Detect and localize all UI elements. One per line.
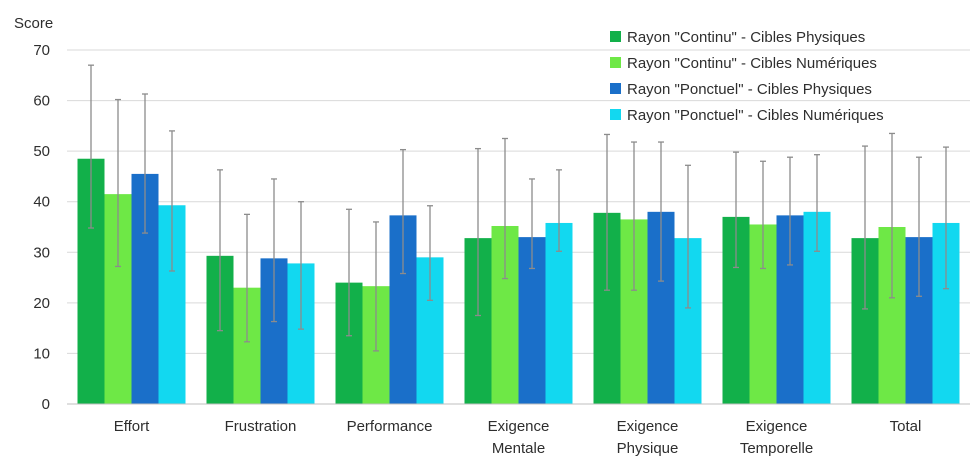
x-tick-label: Frustration (225, 418, 297, 435)
y-tick-label: 20 (33, 295, 50, 312)
x-tick-label: Exigence Mentale (488, 418, 550, 457)
legend: Rayon "Continu" - Cibles Physiques Rayon … (610, 29, 884, 124)
bars (77, 158, 960, 404)
legend-swatch (610, 57, 621, 68)
legend-label: Rayon "Ponctuel" - Cibles Physiques (627, 81, 872, 98)
x-tick-label: Exigence Physique (617, 418, 679, 457)
legend-swatch (610, 31, 621, 42)
legend-swatch (610, 109, 621, 120)
y-tick-label: 70 (33, 42, 50, 59)
bar (545, 222, 573, 404)
legend-label: Rayon "Ponctuel" - Cibles Numériques (627, 107, 884, 124)
axes: 0 10 20 30 40 50 60 70 Effort Frustration Performa… (33, 42, 970, 457)
y-tick-label: 10 (33, 345, 50, 362)
legend-label: Rayon "Continu" - Cibles Numériques (627, 55, 877, 72)
y-tick-label: 50 (33, 143, 50, 160)
error-bars (88, 64, 949, 352)
legend-swatch (610, 83, 621, 94)
y-axis-title: Score (14, 15, 53, 32)
y-tick-label: 40 (33, 194, 50, 211)
x-tick-label: Exigence Temporelle (740, 418, 813, 457)
y-tick-label: 30 (33, 244, 50, 261)
x-tick-label: Effort (114, 418, 150, 435)
x-tick-label: Performance (347, 418, 433, 435)
y-tick-label: 0 (42, 396, 50, 413)
x-tick-label: Total (890, 418, 922, 435)
legend-label: Rayon "Continu" - Cibles Physiques (627, 29, 865, 46)
y-tick-label: 60 (33, 93, 50, 110)
